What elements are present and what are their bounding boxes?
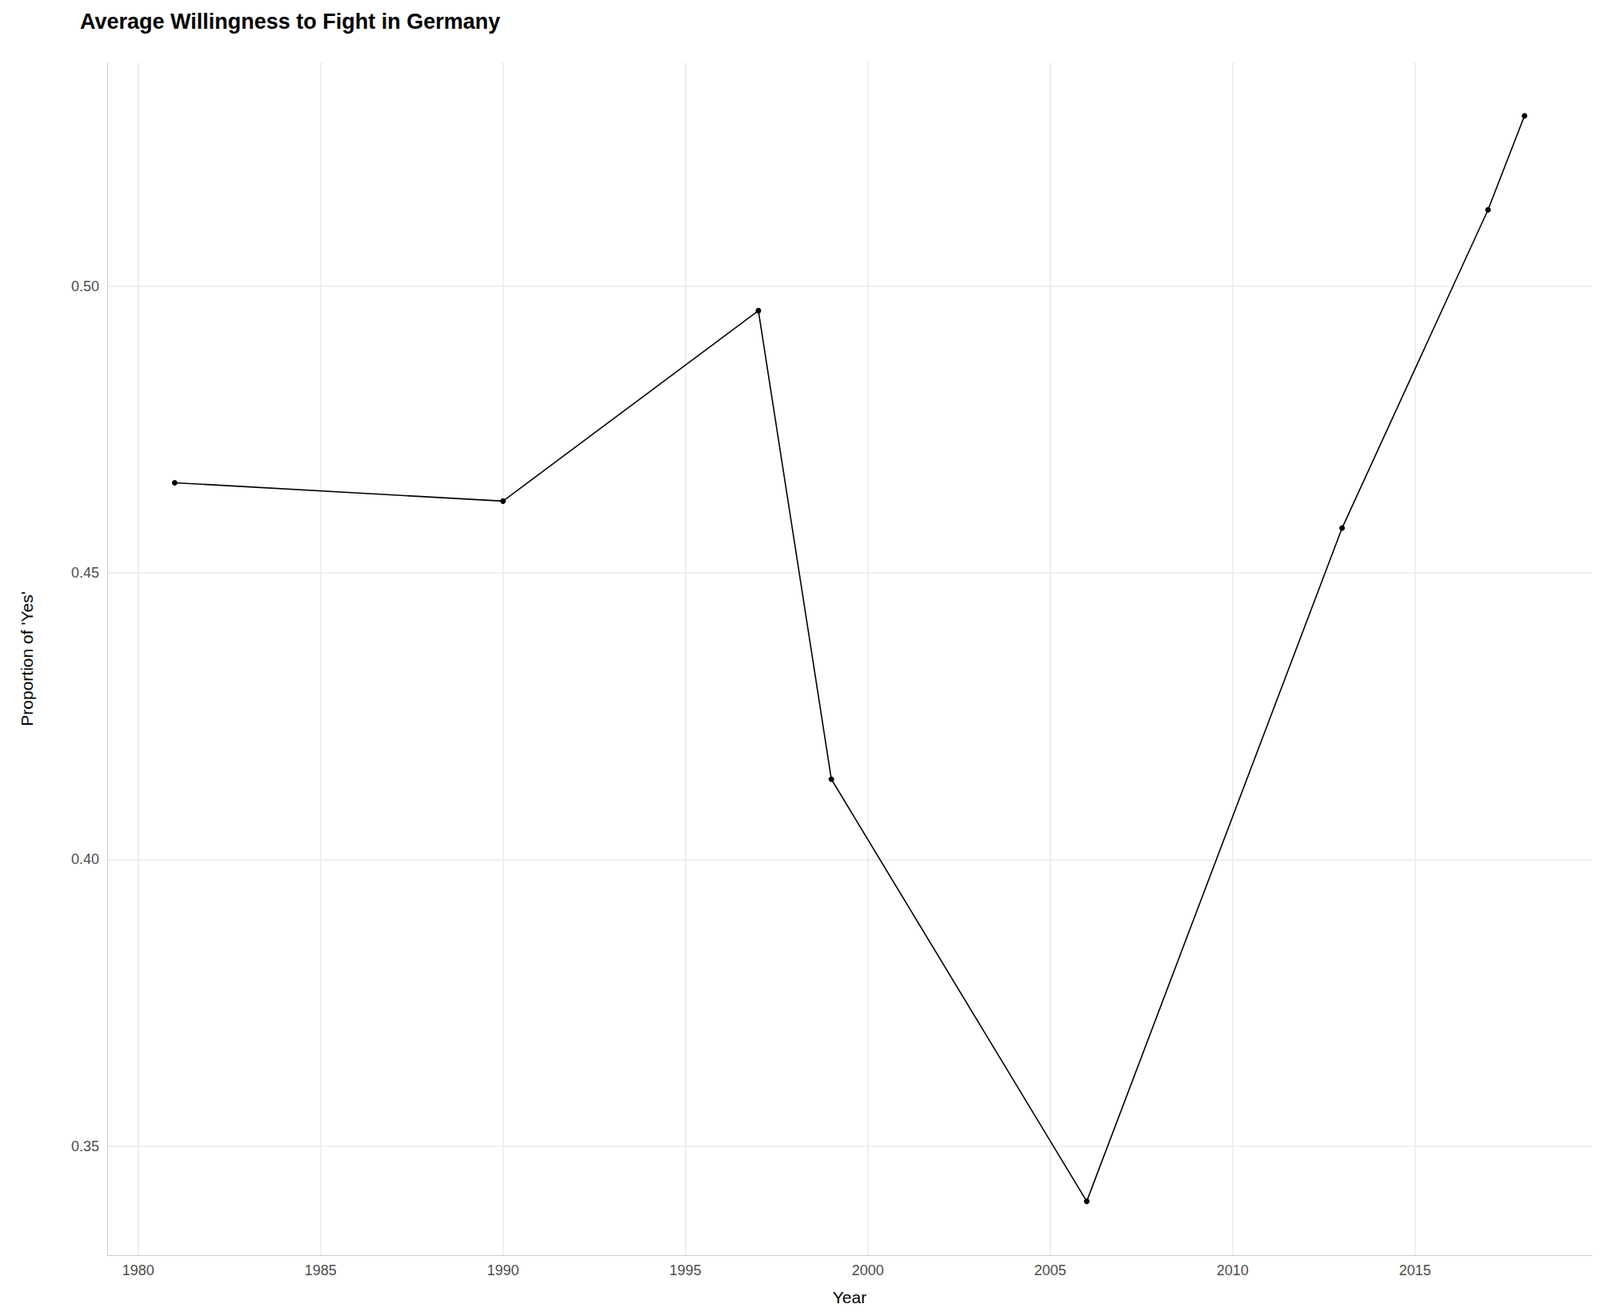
svg-text:0.50: 0.50 [71, 278, 100, 295]
svg-text:1995: 1995 [669, 1262, 702, 1279]
svg-text:0.40: 0.40 [71, 851, 100, 868]
svg-text:Average Willingness to Fight i: Average Willingness to Fight in Germany [80, 9, 500, 34]
svg-text:2010: 2010 [1216, 1262, 1249, 1279]
svg-text:0.45: 0.45 [71, 564, 100, 581]
svg-text:Year: Year [832, 1288, 867, 1307]
svg-text:1985: 1985 [304, 1262, 337, 1279]
svg-text:0.35: 0.35 [71, 1138, 100, 1155]
svg-text:1990: 1990 [487, 1262, 520, 1279]
svg-text:2015: 2015 [1399, 1262, 1432, 1279]
svg-text:Proportion of 'Yes': Proportion of 'Yes' [17, 591, 36, 726]
svg-text:2000: 2000 [852, 1262, 884, 1279]
svg-text:2005: 2005 [1034, 1262, 1067, 1279]
svg-text:1980: 1980 [122, 1262, 155, 1279]
